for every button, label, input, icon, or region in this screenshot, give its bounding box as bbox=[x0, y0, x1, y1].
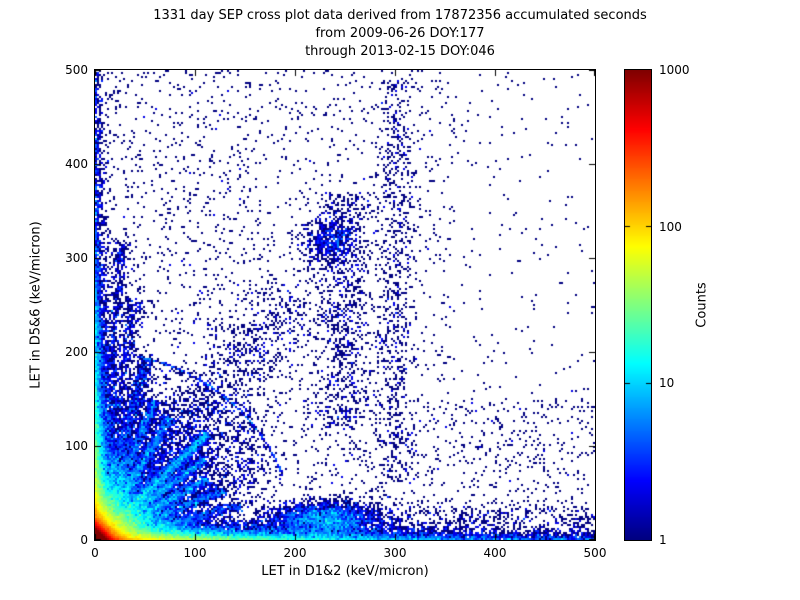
x-tick-label: 100 bbox=[183, 546, 207, 560]
colorbar-frame bbox=[624, 69, 652, 541]
y-tick-label: 0 bbox=[80, 533, 88, 547]
colorbar-tick-label: 1 bbox=[659, 533, 667, 547]
plot-frame bbox=[94, 69, 596, 541]
chart-title-line3: through 2013-02-15 DOY:046 bbox=[305, 44, 495, 59]
scatter-canvas bbox=[95, 70, 595, 540]
y-tick-label: 100 bbox=[65, 439, 88, 453]
y-tick-label: 500 bbox=[65, 63, 88, 77]
colorbar-tick-label: 10 bbox=[659, 376, 675, 391]
x-tick-label: 300 bbox=[383, 546, 407, 560]
y-tick-label: 300 bbox=[65, 251, 88, 265]
x-tick-label: 500 bbox=[583, 546, 607, 560]
colorbar-canvas bbox=[625, 70, 651, 540]
x-axis-label: LET in D1&2 (keV/micron) bbox=[261, 564, 429, 579]
y-tick-label: 400 bbox=[65, 157, 88, 171]
colorbar-tick-label: 100 bbox=[659, 219, 682, 234]
colorbar-label: Counts bbox=[694, 282, 710, 328]
x-tick-label: 200 bbox=[283, 546, 307, 560]
x-tick-label: 0 bbox=[91, 546, 99, 560]
y-tick-label: 200 bbox=[65, 345, 88, 359]
colorbar-tick-label: 1000 bbox=[659, 63, 690, 77]
chart-title-line2: from 2009-06-26 DOY:177 bbox=[315, 26, 485, 41]
y-axis-label: LET in D5&6 (keV/micron) bbox=[28, 221, 44, 389]
chart-title-line1: 1331 day SEP cross plot data derived fro… bbox=[153, 8, 647, 23]
x-tick-label: 400 bbox=[483, 546, 507, 560]
